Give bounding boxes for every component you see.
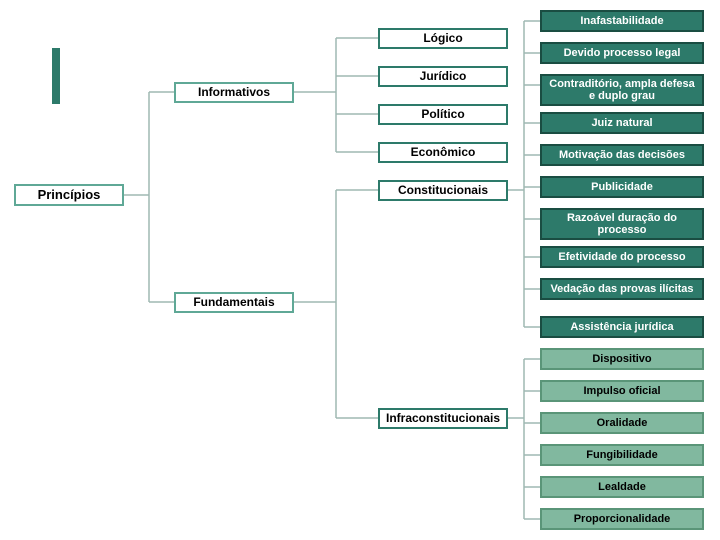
node-label: Proporcionalidade [574, 513, 671, 525]
leaf-juiz-natural: Juiz natural [540, 112, 704, 134]
node-label: Constitucionais [398, 184, 488, 197]
node-label: Razoável duração do processo [546, 212, 698, 236]
leaf-oralidade: Oralidade [540, 412, 704, 434]
node-label: Lógico [423, 32, 462, 45]
node-constitucionais: Constitucionais [378, 180, 508, 201]
node-label: Fundamentais [193, 296, 274, 309]
leaf-dispositivo: Dispositivo [540, 348, 704, 370]
node-fundamentais: Fundamentais [174, 292, 294, 313]
leaf-fungibilidade: Fungibilidade [540, 444, 704, 466]
leaf-vedacao-provas: Vedação das provas ilícitas [540, 278, 704, 300]
node-label: Publicidade [591, 181, 653, 193]
node-label: Efetividade do processo [558, 251, 685, 263]
node-informativos: Informativos [174, 82, 294, 103]
node-label: Dispositivo [592, 353, 651, 365]
node-label: Motivação das decisões [559, 149, 685, 161]
leaf-assistencia: Assistência jurídica [540, 316, 704, 338]
leaf-proporcionalidade: Proporcionalidade [540, 508, 704, 530]
node-label: Econômico [411, 146, 476, 159]
leaf-efetividade: Efetividade do processo [540, 246, 704, 268]
node-label: Lealdade [598, 481, 646, 493]
leaf-impulso-oficial: Impulso oficial [540, 380, 704, 402]
node-label: Inafastabilidade [580, 15, 663, 27]
node-label: Contraditório, ampla defesa e duplo grau [546, 78, 698, 102]
node-economico: Econômico [378, 142, 508, 163]
node-logico: Lógico [378, 28, 508, 49]
root-label: Princípios [38, 188, 101, 202]
node-label: Devido processo legal [564, 47, 681, 59]
node-label: Oralidade [597, 417, 648, 429]
node-label: Informativos [198, 86, 270, 99]
accent-bar [52, 48, 60, 104]
node-label: Jurídico [420, 70, 467, 83]
leaf-inafastabilidade: Inafastabilidade [540, 10, 704, 32]
node-juridico: Jurídico [378, 66, 508, 87]
node-label: Impulso oficial [583, 385, 660, 397]
leaf-lealdade: Lealdade [540, 476, 704, 498]
node-label: Assistência jurídica [570, 321, 673, 333]
leaf-contraditorio: Contraditório, ampla defesa e duplo grau [540, 74, 704, 106]
leaf-devido-processo: Devido processo legal [540, 42, 704, 64]
node-label: Infraconstitucionais [386, 412, 500, 425]
root-node: Princípios [14, 184, 124, 206]
node-label: Fungibilidade [586, 449, 658, 461]
node-infraconstitucionais: Infraconstitucionais [378, 408, 508, 429]
leaf-publicidade: Publicidade [540, 176, 704, 198]
node-politico: Político [378, 104, 508, 125]
node-label: Juiz natural [591, 117, 652, 129]
node-label: Político [421, 108, 464, 121]
leaf-razoavel-duracao: Razoável duração do processo [540, 208, 704, 240]
leaf-motivacao: Motivação das decisões [540, 144, 704, 166]
node-label: Vedação das provas ilícitas [550, 283, 693, 295]
